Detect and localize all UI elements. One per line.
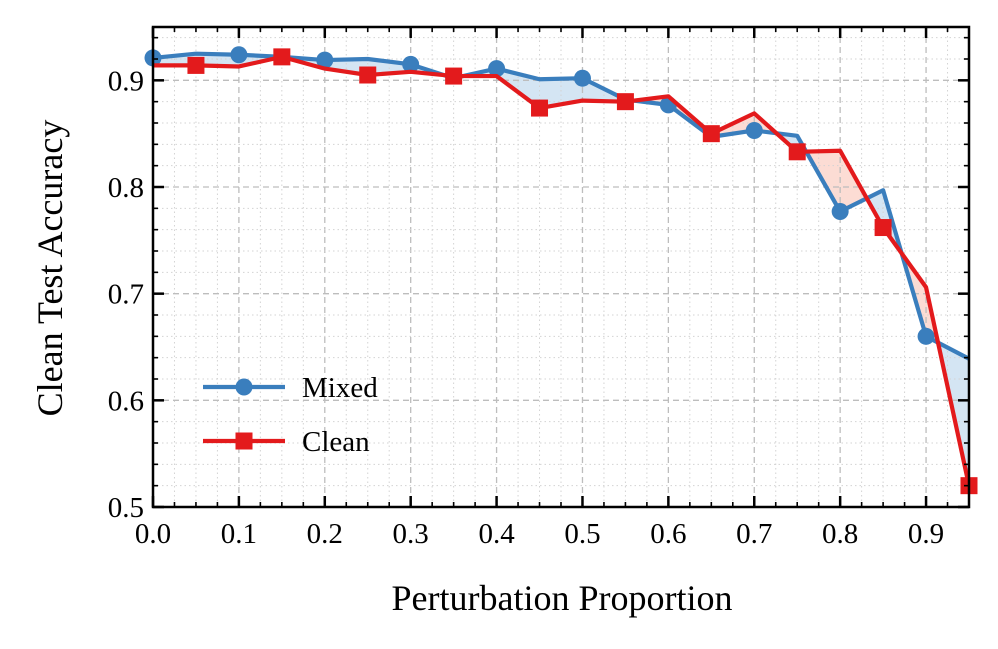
mixed-point (573, 69, 591, 87)
y-tick-label: 0.6 (108, 385, 144, 417)
x-tick-label: 0.1 (221, 518, 257, 550)
x-tick-label: 0.9 (908, 518, 944, 550)
clean-point (273, 48, 291, 66)
x-tick-label: 0.2 (307, 518, 343, 550)
mixed-point (917, 327, 935, 345)
x-tick-labels: 0.0 0.1 0.2 0.3 0.4 0.5 0.6 0.7 0.8 0.9 (135, 518, 944, 550)
ticks-layer (151, 27, 970, 509)
legend-clean-marker (235, 432, 253, 450)
mixed-point (316, 51, 334, 69)
y-tick-label: 0.9 (108, 65, 144, 97)
clean-point (531, 99, 549, 117)
legend-mixed-label: Mixed (302, 372, 378, 404)
legend-mixed-marker (235, 378, 253, 396)
clean-point (788, 143, 806, 161)
mixed-point (402, 55, 420, 73)
x-tick-label: 0.6 (650, 518, 686, 550)
clean-point (187, 56, 205, 74)
mixed-point (488, 60, 506, 78)
x-tick-label: 0.5 (564, 518, 600, 550)
fill-mixed-above (195, 53, 239, 67)
mixed-point (745, 121, 763, 139)
x-tick-label: 0.4 (478, 518, 515, 550)
y-axis-title: Clean Test Accuracy (30, 120, 70, 417)
clean-point (702, 125, 720, 143)
legend: Mixed Clean (203, 372, 378, 458)
mixed-point (831, 203, 849, 221)
series-layer (144, 46, 978, 495)
mixed-point (230, 46, 248, 64)
y-tick-label: 0.8 (108, 172, 144, 204)
clean-point (445, 67, 463, 85)
x-tick-label: 0.3 (393, 518, 429, 550)
x-tick-label: 0.7 (736, 518, 772, 550)
clean-point (359, 66, 377, 84)
x-tick-label: 0.0 (135, 518, 171, 550)
y-tick-labels: 0.5 0.6 0.7 0.8 0.9 (108, 65, 144, 524)
legend-clean-label: Clean (302, 426, 370, 458)
grid-layer (153, 27, 969, 507)
y-tick-label: 0.7 (108, 279, 144, 311)
x-axis-title: Perturbation Proportion (392, 578, 733, 618)
clean-point (616, 93, 634, 111)
fill-mixed-above (324, 59, 368, 75)
clean-point (874, 219, 892, 237)
x-tick-label: 0.8 (822, 518, 858, 550)
y-tick-label: 0.5 (108, 492, 144, 524)
